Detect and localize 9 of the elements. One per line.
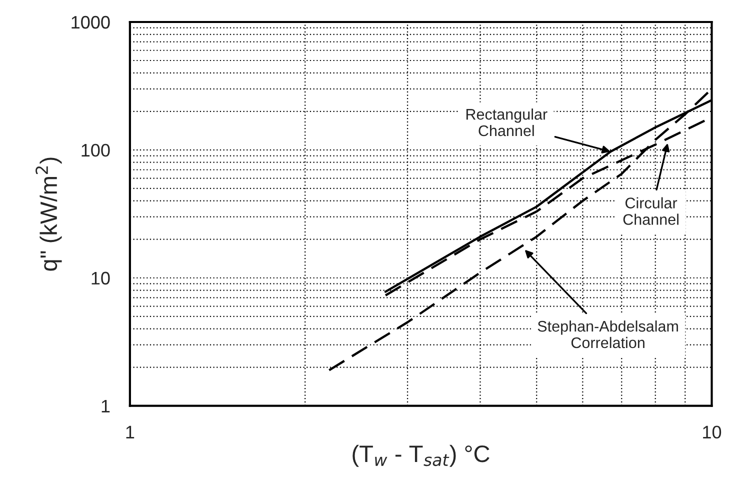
y-tick-label: 1000: [72, 16, 110, 29]
y-tick-label: 1: [102, 400, 110, 412]
y-tick-label: 100: [82, 144, 110, 157]
annotation: Circular Channel: [623, 197, 678, 225]
annotation: Rectangular Channel: [466, 108, 548, 136]
y-axis-title: q" (kW/m$^{2}$): [36, 158, 62, 271]
y-tick-label: 10: [92, 272, 110, 285]
x-axis-title: (T$_{w}$ - T$_{sat}$) °C: [352, 444, 490, 467]
annotation: Stephan-Abdelsalam Correlation: [538, 320, 678, 348]
